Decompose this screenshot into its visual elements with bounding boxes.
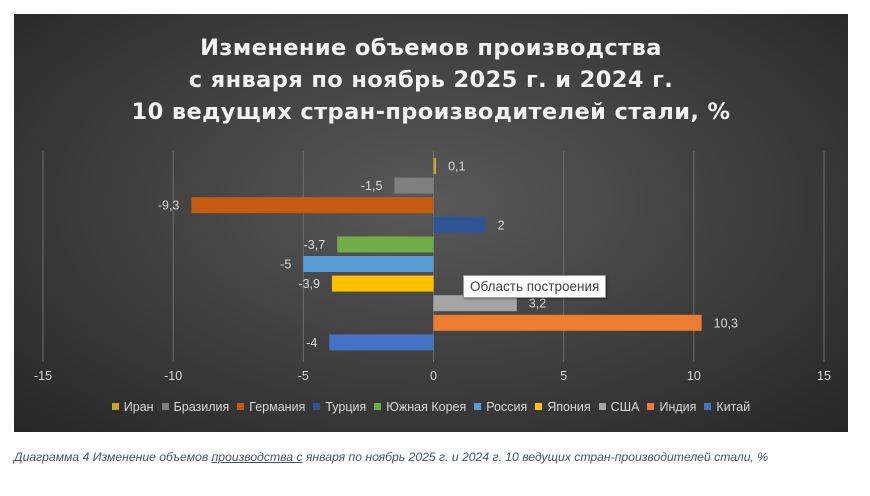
legend-item: Южная Корея (374, 400, 466, 414)
bar-value-label: -3,7 (304, 238, 326, 252)
bar-value-label: 0,1 (448, 160, 465, 174)
bar-value-label: -1,5 (361, 179, 383, 193)
bar-value-label: -4 (306, 336, 317, 350)
caption-prefix: Диаграмма 4 Изменение объемов (14, 450, 212, 464)
bar[interactable] (433, 158, 437, 174)
legend-label: Иран (123, 400, 154, 414)
bar[interactable] (303, 256, 434, 272)
caption-underlined: производства с (211, 450, 303, 464)
legend-item: Китай (704, 400, 750, 414)
figure-caption: Диаграмма 4 Изменение объемов производст… (14, 449, 859, 466)
legend-item: Бразилия (161, 400, 230, 414)
legend-label: Россия (486, 400, 528, 414)
legend-label: Южная Корея (386, 400, 467, 414)
legend-swatch (313, 403, 321, 410)
x-tick-label: -15 (34, 369, 52, 383)
legend-item: Япония (535, 400, 591, 414)
legend-item: Индия (647, 400, 696, 414)
x-tick-label: 15 (817, 369, 831, 383)
legend-item: США (598, 400, 640, 414)
chart-area[interactable]: Изменение объемов производства с января … (14, 14, 848, 432)
chart-title-line-3: 10 ведущих стран-производителей стали, % (131, 99, 731, 125)
chart-legend: Иран Бразилия Германия Турция Южная Корея Рос… (14, 400, 848, 414)
bar-value-label: 2 (498, 218, 505, 232)
bar-value-label: -9,3 (158, 199, 180, 213)
bar[interactable] (337, 236, 434, 253)
bar-value-label: -3,9 (298, 277, 320, 291)
legend-item: Турция (313, 400, 366, 414)
legend-label: Германия (249, 400, 306, 414)
plot-area-tooltip: Область построения (463, 275, 607, 298)
bar[interactable] (331, 275, 434, 292)
legend-item: Иран (111, 400, 154, 414)
legend-swatch (237, 403, 245, 410)
x-tick-label: 5 (560, 369, 567, 383)
bar[interactable] (329, 334, 434, 351)
legend-item: Германия (237, 400, 305, 414)
legend-label: Япония (547, 400, 591, 414)
legend-label: Китай (716, 400, 751, 414)
bar-value-label: 3,2 (529, 297, 546, 311)
chart-title-line-2: с января по ноябрь 2025 г. и 2024 г. (188, 67, 674, 93)
bar-value-label: -5 (280, 258, 291, 272)
legend-swatch (111, 403, 119, 410)
x-tick-label: -5 (298, 369, 309, 383)
legend-item: Россия (474, 400, 527, 414)
bar[interactable] (433, 314, 702, 331)
legend-label: Индия (659, 400, 697, 414)
plot-area[interactable]: -15 -10 -5 0 5 10 15 0,1 -1,5 -9,3 2 -3,7 -5 -3,9 3,2 1… (14, 14, 848, 432)
bar-value-label: 10,3 (714, 316, 738, 330)
bar[interactable] (433, 216, 486, 233)
legend-swatch (474, 403, 482, 410)
bar[interactable] (433, 295, 517, 312)
legend-swatch (704, 403, 712, 410)
bar[interactable] (191, 197, 434, 214)
legend-label: США (610, 400, 640, 414)
legend-label: Турция (325, 400, 367, 414)
bar[interactable] (394, 177, 434, 194)
x-tick-label: -10 (164, 369, 182, 383)
legend-swatch (598, 403, 606, 410)
x-tick-label: 0 (430, 369, 437, 383)
legend-swatch (374, 403, 382, 410)
chart-title: Изменение объемов производства с января … (14, 32, 848, 128)
legend-swatch (647, 403, 655, 410)
legend-swatch (535, 403, 543, 410)
legend-swatch (161, 403, 169, 410)
chart-title-line-1: Изменение объемов производства (200, 35, 662, 61)
legend-label: Бразилия (173, 400, 230, 414)
caption-suffix: января по ноябрь 2025 г. и 2024 г. 10 ве… (302, 450, 769, 464)
x-tick-label: 10 (687, 369, 701, 383)
